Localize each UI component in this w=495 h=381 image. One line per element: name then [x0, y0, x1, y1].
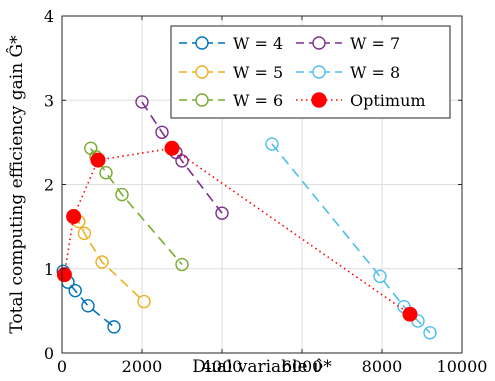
- legend-marker: [312, 36, 326, 50]
- optimum-point: [56, 267, 72, 283]
- legend-entry: W = 8: [296, 63, 400, 82]
- series-w-5: [66, 209, 151, 309]
- legend-label: W = 7: [350, 34, 400, 53]
- data-point: [77, 226, 92, 241]
- legend-marker: [195, 65, 209, 79]
- x-tick-label: 6000: [282, 357, 323, 376]
- y-tick-label: 4: [44, 7, 54, 26]
- data-point: [107, 320, 121, 334]
- data-point: [81, 299, 95, 313]
- optimum-point: [402, 306, 418, 322]
- data-point: [99, 166, 113, 180]
- data-point: [115, 187, 129, 202]
- series-line: [63, 147, 411, 315]
- data-point: [95, 255, 109, 269]
- x-axis-title: Dual variable ν̂*: [192, 357, 332, 376]
- data-point: [423, 326, 437, 340]
- data-point: [175, 257, 189, 272]
- legend-label: W = 6: [233, 91, 283, 110]
- data-point: [137, 294, 151, 309]
- data-point: [135, 95, 149, 109]
- series-line: [141, 101, 223, 214]
- legend-entry: W = 7: [296, 34, 400, 53]
- legend-label: W = 5: [233, 63, 283, 82]
- optimum-point: [66, 209, 82, 225]
- y-tick-label: 1: [44, 260, 54, 279]
- legend-marker: [312, 65, 326, 79]
- series-line: [271, 143, 431, 334]
- series-w-8: [265, 137, 437, 340]
- data-point: [175, 154, 189, 168]
- x-tick-label: 8000: [362, 357, 403, 376]
- x-tick-label: 4000: [202, 357, 243, 376]
- data-point: [215, 206, 229, 220]
- y-tick-label: 3: [44, 91, 54, 110]
- legend-marker: [195, 36, 209, 50]
- legend-entry: W = 5: [179, 63, 283, 82]
- optimum-point: [90, 152, 106, 168]
- legend-marker: [195, 93, 209, 107]
- x-tick-label: 10000: [437, 357, 488, 376]
- y-tick-label: 2: [44, 176, 54, 195]
- data-point: [68, 283, 82, 298]
- series-w-7: [135, 95, 229, 220]
- y-tick-label: 0: [44, 344, 54, 363]
- data-point: [373, 269, 387, 284]
- legend-entry: W = 6: [179, 91, 283, 110]
- series-layer: [56, 95, 437, 340]
- x-tick-label: 0: [57, 357, 67, 376]
- series-line: [90, 147, 183, 266]
- legend-marker: [311, 92, 327, 108]
- legend-entry: W = 4: [179, 34, 283, 53]
- legend-label: W = 4: [233, 34, 283, 53]
- y-axis-title: Total computing efficiency gain Ĝ*: [6, 35, 27, 334]
- series-optimum: [56, 140, 418, 322]
- series-line: [62, 270, 115, 328]
- x-tick-label: 2000: [122, 357, 163, 376]
- optimum-point: [164, 140, 180, 156]
- data-point: [155, 125, 169, 139]
- legend-label: Optimum: [350, 91, 426, 110]
- series-line: [72, 215, 145, 303]
- legend-label: W = 8: [350, 63, 400, 82]
- tick-labels: 0 2000 4000 6000 8000 10000 0 1 2 3 4: [44, 7, 488, 376]
- legend: W = 4 W = 7 W = 5 W = 8 W = 6 Optimum: [170, 25, 451, 119]
- data-point: [265, 137, 279, 151]
- legend-entry: Optimum: [296, 91, 426, 110]
